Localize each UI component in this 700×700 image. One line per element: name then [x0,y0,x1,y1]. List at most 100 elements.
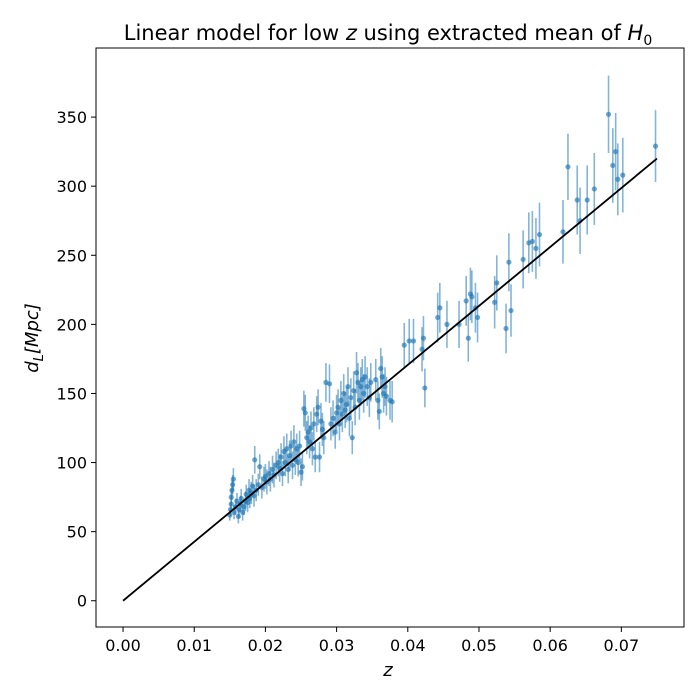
y-axis-label: dL[Mpc] [22,303,47,373]
data-point [255,482,261,488]
data-point [503,325,509,332]
data-point [349,435,355,441]
data-point [376,408,382,415]
data-point [410,338,417,344]
data-point [341,390,347,397]
data-point [529,238,535,245]
data-point [238,495,244,502]
y-tick-label: 100 [56,454,87,473]
data-point [316,454,323,460]
data-point [356,397,362,403]
data-point [420,335,427,341]
y-axis: 0 50 100 150 200 250 300 350 [56,108,96,611]
data-point [250,483,256,489]
data-point [508,307,514,314]
data-point [351,388,357,394]
data-point [533,245,539,251]
data-point [314,411,320,417]
data-point [613,149,619,155]
data-point [383,393,390,399]
data-point [610,162,616,169]
x-tick-label: 0.03 [319,636,355,655]
y-tick-label: 150 [56,384,87,403]
data-point [368,379,374,386]
data-point [299,464,306,470]
data-point [315,404,321,410]
data-point [355,379,361,386]
data-point [345,383,351,390]
data-point [620,172,626,178]
data-point [330,415,336,421]
data-point [284,446,290,452]
fit-line [122,157,658,602]
data-point [234,498,240,504]
y-tick-label: 300 [56,177,87,196]
data-point [469,294,475,300]
data-point [304,435,310,441]
x-tick-label: 0.05 [461,636,497,655]
data-point [615,176,621,182]
data-point [332,429,338,435]
data-point [229,487,235,493]
data-point [574,197,580,203]
data-point [362,374,368,380]
data-point [287,453,293,459]
data-point [298,469,304,475]
data-point [334,410,340,416]
data-point [378,365,384,372]
data-point [319,426,325,432]
data-point [379,374,385,380]
data-point [305,429,311,435]
data-point [279,471,286,477]
data-point [245,500,251,506]
data-point [241,504,247,510]
data-point [311,421,317,427]
data-point [520,256,526,263]
data-point [437,305,443,311]
x-tick-label: 0.02 [248,636,284,655]
data-point [230,482,236,488]
data-point [358,383,364,390]
data-point [228,494,234,500]
data-point [353,370,360,376]
data-point [291,439,297,445]
data-point [584,197,590,203]
data-point [240,509,246,515]
data-point [342,407,348,413]
data-point [375,397,381,403]
data-point [296,443,303,449]
y-tick-label: 200 [56,315,87,334]
data-point [266,471,272,477]
data-point [361,390,367,397]
data-point [560,229,566,235]
data-point [536,231,543,238]
data-point [338,397,344,403]
data-point [652,143,659,149]
data-point [262,473,269,479]
y-tick-label: 50 [67,523,87,542]
x-tick-label: 0.04 [390,636,426,655]
data-point [326,381,333,387]
x-axis: 0.00 0.01 0.02 0.03 0.04 0.05 0.06 0.07 [105,627,639,655]
data-point [257,464,263,470]
data-point [312,454,318,460]
x-axis-label: z [382,660,393,681]
data-point [275,459,281,466]
data-point [328,421,334,427]
data-point [285,466,291,473]
data-point [228,501,234,507]
data-point [565,164,571,170]
data-point [339,411,345,417]
data-point [506,259,512,265]
error-bars [229,75,657,524]
data-point [419,346,425,352]
data-point [301,406,307,412]
data-point [494,280,500,286]
data-point [463,298,469,304]
data-point [474,314,481,321]
data-point [236,506,242,513]
data-point [348,395,354,401]
data-point [422,385,428,391]
data-point [306,439,313,445]
